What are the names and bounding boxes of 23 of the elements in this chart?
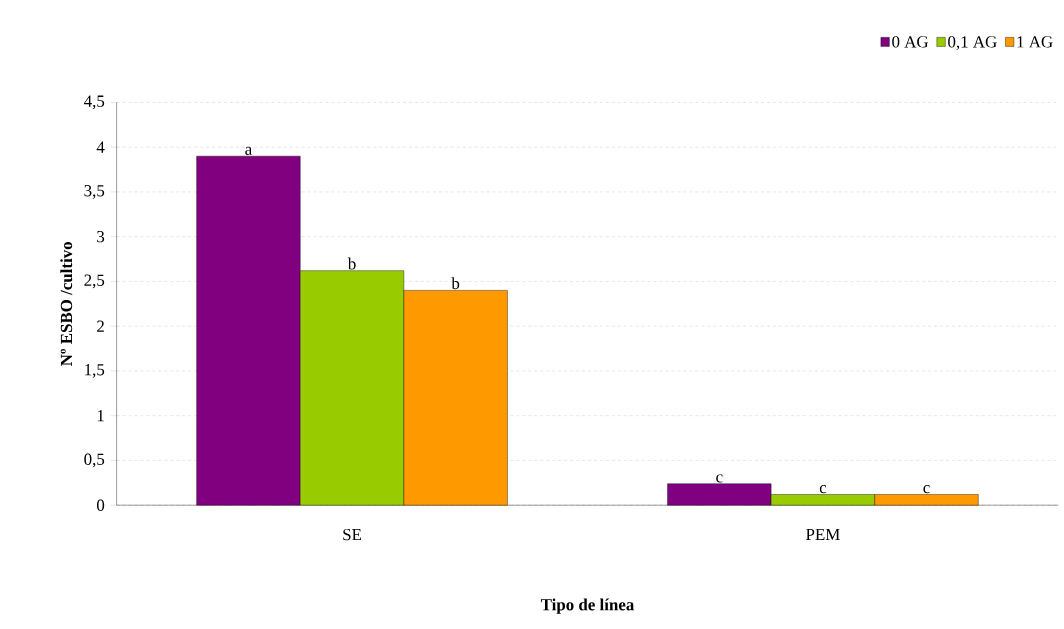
legend-label: 1 AG bbox=[1017, 36, 1053, 48]
y-tick-label: 2,5 bbox=[84, 274, 105, 289]
annotation: c bbox=[716, 474, 723, 483]
y-tick-label: 2 bbox=[97, 320, 104, 333]
annotation: c bbox=[819, 485, 827, 494]
y-tick-label: 3,5 bbox=[84, 185, 105, 200]
legend-label: 0,1 AG bbox=[948, 36, 997, 51]
y-tick-label: 1,5 bbox=[85, 364, 105, 379]
x-tick-label: SE bbox=[343, 529, 362, 541]
annotation: c bbox=[923, 485, 930, 494]
y-axis-title: Nº ESBO /cultivo bbox=[60, 242, 73, 367]
y-tick-label: 0 bbox=[96, 499, 105, 512]
legend-label: 0 AG bbox=[892, 36, 929, 48]
annotation: b bbox=[451, 277, 460, 290]
annotation: a bbox=[245, 147, 252, 156]
y-tick-label: 1 bbox=[97, 410, 104, 422]
y-tick-label: 3 bbox=[97, 231, 105, 243]
y-tick-label: 0,5 bbox=[84, 453, 105, 468]
y-tick-label: 4,5 bbox=[84, 95, 105, 110]
annotation: b bbox=[347, 257, 356, 270]
x-tick-label: PEM bbox=[806, 529, 840, 541]
x-axis-title: Tipo de línea bbox=[540, 598, 635, 615]
y-tick-label: 4 bbox=[96, 141, 105, 153]
